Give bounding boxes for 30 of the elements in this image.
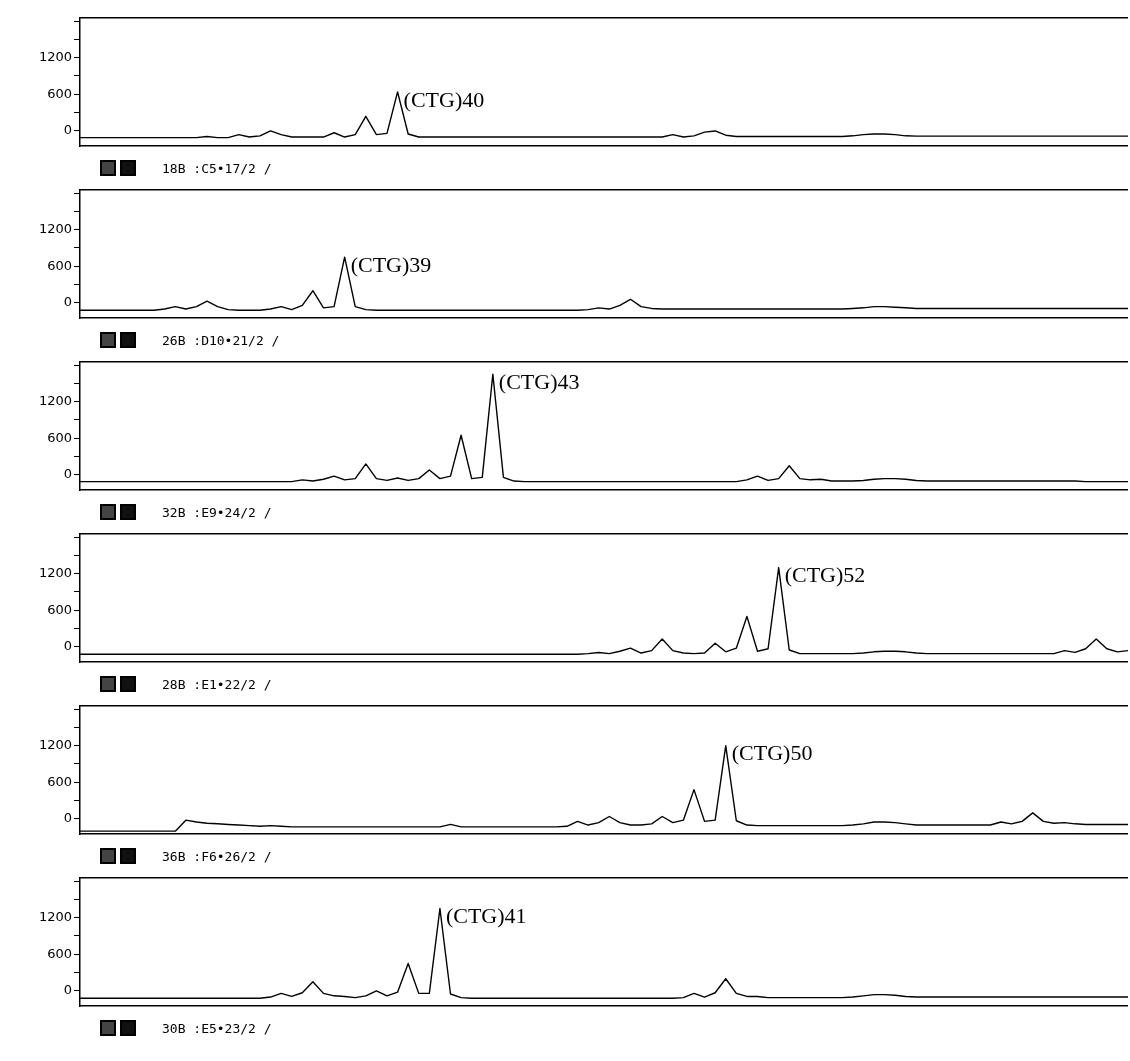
y-tick-label: 0	[63, 982, 72, 998]
y-tick-label: 1200	[38, 221, 72, 237]
annotation: (CTG)41	[445, 903, 527, 929]
x-axis-title: 30B :E5•23/2 /	[162, 1020, 272, 1036]
annotation: (CTG)50	[731, 740, 813, 766]
x-axis-title: 32B :E9•24/2 /	[162, 504, 272, 520]
annotation: (CTG)52	[784, 562, 866, 588]
y-tick-label: 0	[63, 466, 72, 482]
y-tick-label: 1200	[38, 737, 72, 753]
y-tick-label: 1200	[38, 393, 72, 409]
y-tick-label: 1200	[38, 909, 72, 925]
x-axis-title: 18B :C5•17/2 /	[162, 160, 272, 176]
y-tick-label: 0	[63, 638, 72, 654]
y-tick-label: 600	[47, 257, 72, 273]
y-tick-label: 1200	[38, 565, 72, 581]
y-tick-label: 1200	[38, 49, 72, 65]
x-axis-title: 36B :F6•26/2 /	[162, 848, 272, 864]
y-tick-label: 0	[63, 294, 72, 310]
x-axis-title: 26B :D10•21/2 /	[162, 332, 280, 348]
y-tick-label: 600	[47, 85, 72, 101]
y-tick-label: 600	[47, 429, 72, 445]
y-tick-label: 600	[47, 945, 72, 961]
annotation: (CTG)43	[498, 368, 580, 394]
annotation: (CTG)39	[350, 251, 432, 277]
y-tick-label: 600	[47, 601, 72, 617]
annotation: (CTG)40	[403, 86, 485, 112]
y-tick-label: 0	[63, 122, 72, 138]
y-tick-label: 0	[63, 810, 72, 826]
y-tick-label: 600	[47, 773, 72, 789]
x-axis-title: 28B :E1•22/2 /	[162, 676, 272, 692]
